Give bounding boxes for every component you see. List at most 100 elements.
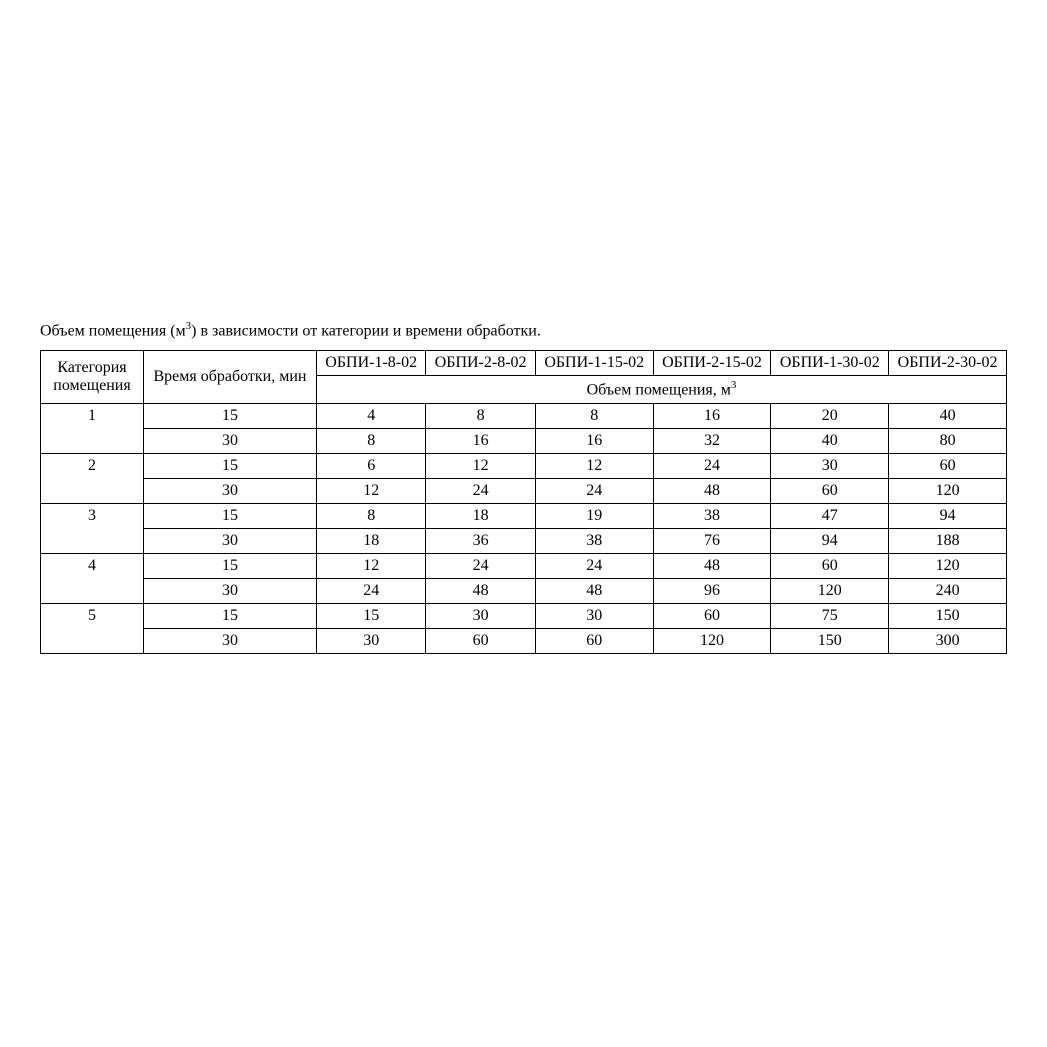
cell-value: 30 [771, 453, 889, 478]
cell-value: 94 [771, 528, 889, 553]
cell-value: 18 [426, 503, 535, 528]
cell-value: 15 [317, 603, 426, 628]
cell-value: 40 [771, 428, 889, 453]
cell-time: 30 [144, 578, 317, 603]
table-caption: Объем помещения (м3) в зависимости от ка… [40, 320, 1007, 340]
header-model-1: ОБПИ-2-8-02 [426, 351, 535, 376]
cell-time: 15 [144, 603, 317, 628]
cell-value: 24 [535, 553, 653, 578]
cell-value: 36 [426, 528, 535, 553]
table-row: 21561212243060 [41, 453, 1007, 478]
cell-value: 12 [535, 453, 653, 478]
caption-prefix: Объем помещения (м [40, 322, 186, 339]
cell-value: 18 [317, 528, 426, 553]
cell-value: 60 [653, 603, 771, 628]
cell-value: 24 [317, 578, 426, 603]
cell-category: 4 [41, 553, 144, 603]
header-volume-label: Объем помещения, м3 [317, 376, 1007, 403]
cell-value: 60 [426, 628, 535, 653]
cell-category: 2 [41, 453, 144, 503]
cell-value: 30 [317, 628, 426, 653]
cell-value: 150 [889, 603, 1007, 628]
table-row: 301224244860120 [41, 478, 1007, 503]
cell-value: 120 [771, 578, 889, 603]
cell-value: 300 [889, 628, 1007, 653]
volume-label-sup: 3 [731, 379, 737, 391]
cell-time: 15 [144, 503, 317, 528]
cell-value: 96 [653, 578, 771, 603]
header-model-2: ОБПИ-1-15-02 [535, 351, 653, 376]
header-row-1: Категория помещения Время обработки, мин… [41, 351, 1007, 376]
table-row: 31581819384794 [41, 503, 1007, 528]
cell-value: 60 [535, 628, 653, 653]
cell-time: 30 [144, 478, 317, 503]
cell-value: 24 [426, 553, 535, 578]
table-row: 3081616324080 [41, 428, 1007, 453]
cell-value: 12 [317, 553, 426, 578]
cell-value: 80 [889, 428, 1007, 453]
cell-value: 32 [653, 428, 771, 453]
cell-value: 38 [535, 528, 653, 553]
cell-value: 120 [653, 628, 771, 653]
header-model-0: ОБПИ-1-8-02 [317, 351, 426, 376]
table-row: 115488162040 [41, 403, 1007, 428]
cell-value: 12 [317, 478, 426, 503]
cell-value: 60 [889, 453, 1007, 478]
cell-category: 5 [41, 603, 144, 653]
header-category: Категория помещения [41, 351, 144, 403]
cell-time: 30 [144, 628, 317, 653]
volume-label-prefix: Объем помещения, м [587, 382, 731, 399]
cell-value: 4 [317, 403, 426, 428]
cell-value: 188 [889, 528, 1007, 553]
cell-value: 8 [535, 403, 653, 428]
cell-value: 120 [889, 553, 1007, 578]
cell-value: 48 [653, 553, 771, 578]
cell-value: 19 [535, 503, 653, 528]
table-body: 1154881620403081616324080215612122430603… [41, 403, 1007, 653]
cell-value: 16 [653, 403, 771, 428]
cell-value: 8 [317, 428, 426, 453]
table-row: 5151530306075150 [41, 603, 1007, 628]
cell-time: 15 [144, 553, 317, 578]
cell-value: 76 [653, 528, 771, 553]
cell-value: 60 [771, 478, 889, 503]
cell-value: 240 [889, 578, 1007, 603]
cell-value: 12 [426, 453, 535, 478]
cell-value: 48 [535, 578, 653, 603]
cell-value: 16 [426, 428, 535, 453]
cell-time: 15 [144, 453, 317, 478]
cell-value: 24 [426, 478, 535, 503]
cell-value: 150 [771, 628, 889, 653]
table-row: 3024484896120240 [41, 578, 1007, 603]
cell-value: 48 [426, 578, 535, 603]
table-row: 30306060120150300 [41, 628, 1007, 653]
header-model-4: ОБПИ-1-30-02 [771, 351, 889, 376]
table-row: 4151224244860120 [41, 553, 1007, 578]
cell-time: 30 [144, 428, 317, 453]
cell-value: 75 [771, 603, 889, 628]
cell-value: 24 [653, 453, 771, 478]
cell-value: 38 [653, 503, 771, 528]
cell-category: 1 [41, 403, 144, 453]
header-time: Время обработки, мин [144, 351, 317, 403]
cell-value: 6 [317, 453, 426, 478]
header-model-5: ОБПИ-2-30-02 [889, 351, 1007, 376]
cell-value: 16 [535, 428, 653, 453]
cell-value: 40 [889, 403, 1007, 428]
cell-value: 30 [426, 603, 535, 628]
cell-value: 8 [317, 503, 426, 528]
caption-suffix: ) в зависимости от категории и времени о… [191, 322, 541, 339]
cell-value: 120 [889, 478, 1007, 503]
cell-value: 24 [535, 478, 653, 503]
cell-time: 30 [144, 528, 317, 553]
cell-value: 20 [771, 403, 889, 428]
volume-table: Категория помещения Время обработки, мин… [40, 350, 1007, 653]
cell-time: 15 [144, 403, 317, 428]
cell-value: 48 [653, 478, 771, 503]
cell-value: 30 [535, 603, 653, 628]
cell-value: 8 [426, 403, 535, 428]
cell-value: 47 [771, 503, 889, 528]
cell-value: 94 [889, 503, 1007, 528]
table-row: 301836387694188 [41, 528, 1007, 553]
cell-category: 3 [41, 503, 144, 553]
